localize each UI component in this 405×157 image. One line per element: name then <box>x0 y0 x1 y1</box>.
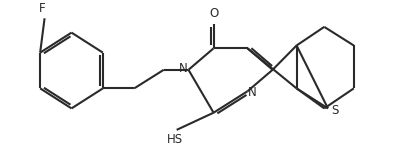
Text: N: N <box>179 62 188 75</box>
Text: S: S <box>332 104 339 117</box>
Text: N: N <box>248 86 257 99</box>
Text: O: O <box>209 7 218 20</box>
Text: F: F <box>38 2 45 15</box>
Text: HS: HS <box>167 133 183 146</box>
